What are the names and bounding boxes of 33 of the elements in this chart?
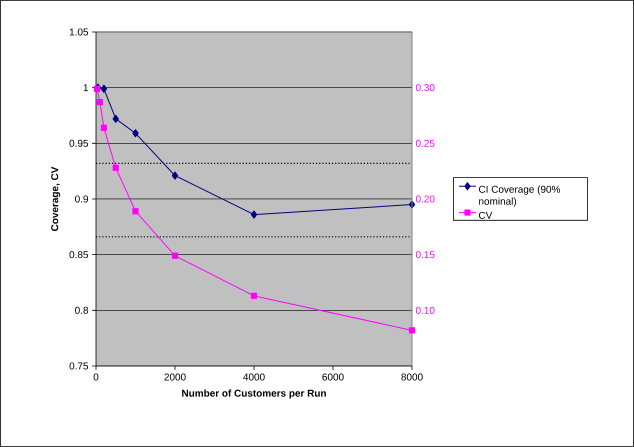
point — [96, 99, 104, 106]
y2-tick-label: 0.20 — [416, 195, 435, 203]
point — [112, 164, 119, 171]
x-tick-label: 2000 — [164, 374, 186, 381]
legend-label: CI Coverage (90% nominal) — [478, 186, 560, 207]
y-tick-label: 1 — [84, 84, 88, 92]
y2-tick-label: 0.30 — [416, 84, 435, 92]
y2-tick-label: 0.10 — [416, 306, 435, 314]
y2-tick-label: 0.25 — [416, 140, 434, 147]
point — [100, 84, 108, 93]
point — [132, 208, 139, 214]
y-tick-label: 0.95 — [69, 140, 88, 147]
point — [408, 327, 416, 334]
point — [250, 292, 258, 299]
point — [112, 114, 119, 123]
point — [250, 210, 258, 219]
y-tick-label: 0.8 — [75, 306, 88, 314]
point — [172, 172, 178, 180]
y-tick-label: 0.75 — [69, 362, 88, 370]
legend-label: CV — [478, 212, 492, 219]
y2-tick-label: 0.15 — [416, 251, 434, 258]
point — [172, 252, 178, 259]
x-tick-label: 0 — [94, 374, 98, 381]
point — [100, 124, 107, 131]
x-tick-label: 8000 — [401, 374, 423, 381]
x-axis-title: Number of Customers per Run — [182, 389, 326, 399]
x-tick-label: 4000 — [243, 374, 265, 381]
x-tick-label: 6000 — [322, 374, 344, 381]
point — [132, 129, 139, 138]
y-axis-title: Coverage, CV — [51, 166, 60, 231]
y-tick-label: 0.85 — [69, 251, 88, 258]
y-tick-label: 0.9 — [75, 195, 88, 203]
y-tick-label: 1.05 — [70, 28, 88, 36]
